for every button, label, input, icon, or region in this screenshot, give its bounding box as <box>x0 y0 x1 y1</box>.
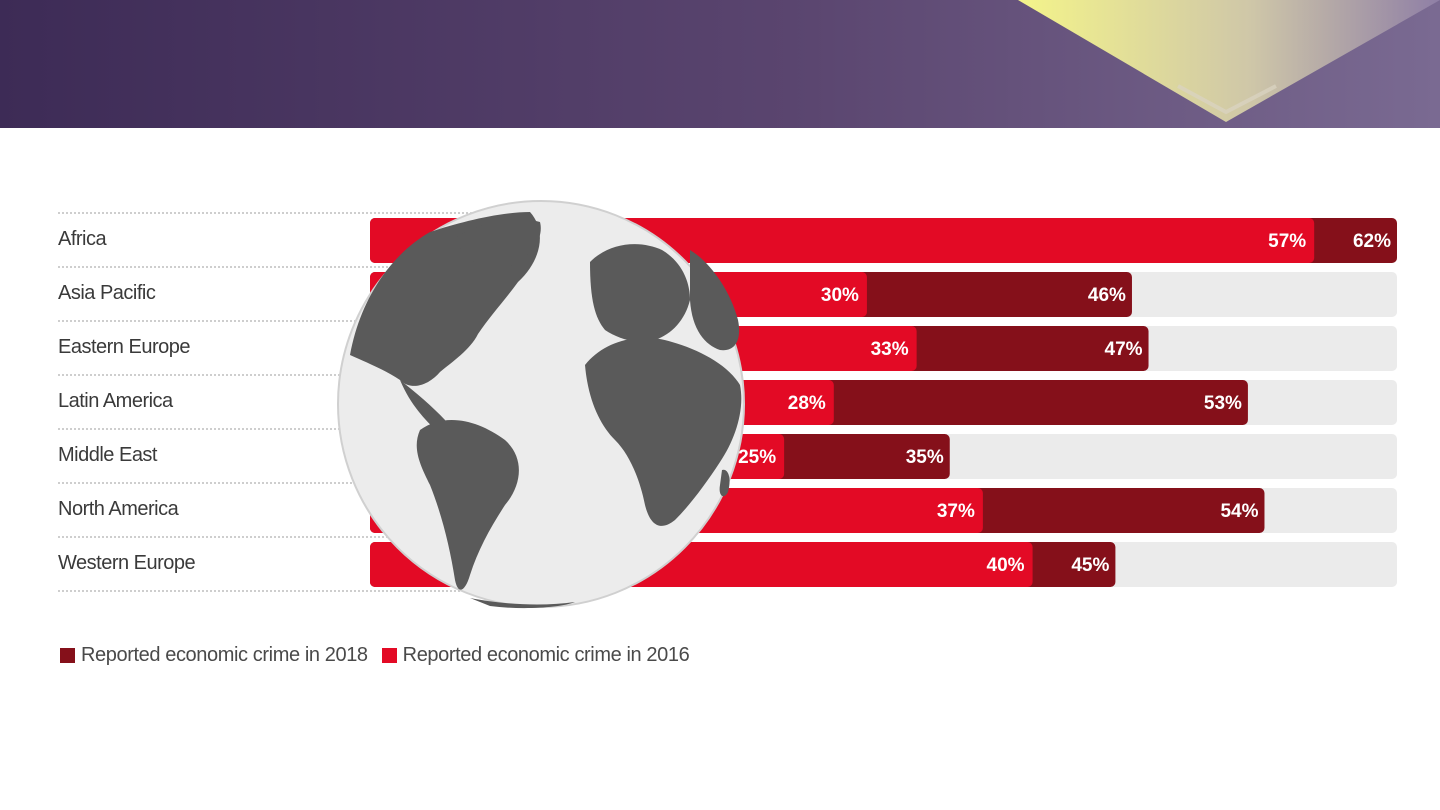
data-label-2018: 35% <box>906 447 944 468</box>
landmass-south-america <box>416 419 519 590</box>
chevron-down-icon <box>1177 84 1277 115</box>
legend: Reported economic crime in 2018 Reported… <box>60 644 703 667</box>
data-label-2016: 30% <box>821 285 859 306</box>
legend-swatch-2016 <box>381 648 397 663</box>
category-label: Asia Pacific <box>58 282 156 304</box>
landmass-africa <box>585 337 742 526</box>
landmass-europe <box>590 244 690 342</box>
category-label: Latin America <box>58 390 173 412</box>
header-banner <box>0 0 1440 128</box>
data-label-2016: 25% <box>738 447 776 468</box>
data-label-2016: 40% <box>987 555 1025 576</box>
landmass-central-america <box>400 380 448 435</box>
category-label: Eastern Europe <box>58 336 190 358</box>
landmass-madagascar <box>719 469 730 497</box>
data-label-2018: 62% <box>1353 231 1391 252</box>
legend-item-2018: Reported economic crime in 2018 <box>60 644 368 667</box>
legend-label-2018: Reported economic crime in 2018 <box>81 644 368 666</box>
data-label-2016: 33% <box>871 339 909 360</box>
category-label: Western Europe <box>58 552 196 574</box>
data-label-2018: 46% <box>1088 285 1126 306</box>
category-label: North America <box>58 498 179 520</box>
banner-decoration <box>1018 0 1440 122</box>
legend-item-2016: Reported economic crime in 2016 <box>381 644 690 667</box>
data-label-2016: 28% <box>788 393 826 414</box>
landmass-asia <box>690 250 740 351</box>
category-label: Africa <box>58 228 107 250</box>
data-label-2018: 47% <box>1105 339 1143 360</box>
globe-illustration <box>337 200 745 609</box>
accent-triangle <box>1018 0 1440 122</box>
data-label-2018: 54% <box>1220 501 1258 522</box>
data-label-2016: 57% <box>1268 231 1306 252</box>
data-label-2018: 53% <box>1204 393 1242 414</box>
category-label: Middle East <box>58 444 158 466</box>
landmass-greenland <box>455 219 541 269</box>
data-label-2016: 37% <box>937 501 975 522</box>
data-label-2018: 45% <box>1071 555 1109 576</box>
landmass-antarctica <box>470 598 575 609</box>
legend-swatch-2018 <box>60 648 75 663</box>
legend-label-2016: Reported economic crime in 2016 <box>402 644 690 666</box>
